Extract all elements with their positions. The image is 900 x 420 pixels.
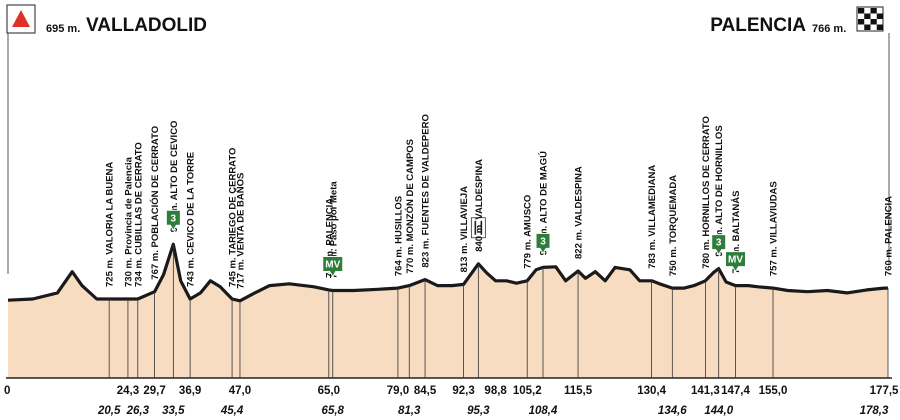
waypoint-label: 840 m. VALDESPINA — [474, 159, 485, 252]
km-label-top: 65,0 — [318, 385, 340, 397]
km-label-bottom: 45,4 — [220, 405, 244, 417]
waypoint-label: 764 m. HUSILLOS — [393, 196, 404, 276]
km-label-top: 47,0 — [229, 385, 251, 397]
km-label-top: 115,5 — [564, 385, 593, 397]
feed-zone-icon — [470, 217, 486, 239]
start-altitude: 695 m. — [46, 23, 80, 35]
km-label-bottom: 134,6 — [658, 405, 687, 417]
waypoint-label: 822 m. VALDESPINA — [574, 166, 585, 259]
finish-header: PALENCIA 766 m. — [710, 6, 884, 36]
profile-line — [7, 242, 888, 303]
waypoint-label: 783 m. VILLAMEDIANA — [647, 165, 658, 269]
km-label-bottom: 26,3 — [126, 405, 150, 417]
km-label-top: 177,5 — [870, 385, 899, 397]
badge-label: 3 — [171, 213, 177, 224]
waypoint-label: 900 m. ALTO DE HORNILLOS — [714, 125, 725, 256]
waypoint-label: 760 m. PALENCIA — [324, 198, 335, 278]
climb-badges: 3 MV 3 3 MV — [165, 209, 746, 278]
badge-label: MV — [325, 259, 340, 270]
km-label-top: 147,4 — [721, 385, 750, 397]
km-label-top: 36,9 — [179, 385, 201, 397]
waypoint-label: 775 m. BALTANÁS — [731, 191, 742, 274]
waypoint-label: 900 m. ALTO DE MAGÚ — [538, 151, 550, 255]
km-label-bottom: 95,3 — [467, 405, 490, 417]
waypoint-label: 779 m. AMUSCO — [523, 195, 534, 269]
profile-area — [6, 242, 892, 379]
km-label-bottom: 65,8 — [322, 405, 345, 417]
waypoint-lines — [108, 217, 889, 378]
climb-badge: MV — [322, 255, 344, 278]
km-label-top: 105,2 — [513, 385, 542, 397]
waypoint-label: 823 m. FUENTES DE VALDEPERO — [421, 114, 432, 267]
waypoint-label: 767 m. POBLACIÓN DE CERRATO — [149, 126, 161, 280]
waypoint-label: 980 m. ALTO DE CEVICO — [169, 121, 180, 233]
km-labels-top: 0 24,3 29,7 36,9 47,0 65,0 79,0 84,5 92,3 98,8 105… — [4, 385, 899, 397]
km-label-top: 155,0 — [759, 385, 788, 397]
finish-city: PALENCIA — [710, 15, 806, 36]
km-label-top: 84,5 — [414, 385, 437, 397]
waypoint-label: 757 m. VILLAVIUDAS — [769, 181, 780, 276]
climb-badge: 3 — [165, 209, 181, 232]
km-labels-bottom: 20,5 26,3 33,5 45,4 65,8 81,3 95,3 108,4 134,6 14… — [97, 405, 889, 417]
waypoint-label: 725 m. VALORIA LA BUENA — [105, 162, 116, 287]
badge-label: MV — [728, 255, 743, 266]
km-label-bottom: 20,5 — [97, 405, 121, 417]
climb-badge: 3 — [535, 232, 551, 255]
waypoint-label: 717 m. VENTA DE BAÑOS — [236, 173, 247, 289]
waypoint-label: 813 m. VILLAVIEJA — [459, 186, 470, 273]
waypoint-label: 734 m. CUBILLAS DE CERRATO — [133, 142, 144, 287]
finish-altitude: 766 m. — [812, 23, 846, 35]
km-label-bottom: 33,5 — [162, 405, 185, 417]
climb-badge: MV — [724, 251, 746, 273]
profile-fill — [8, 244, 888, 378]
km-label-bottom: 108,4 — [529, 405, 558, 417]
km-label-bottom: 144,0 — [704, 405, 733, 417]
badge-label: 3 — [540, 236, 546, 247]
km-label-top: 130,4 — [637, 385, 666, 397]
km-label-bottom: 81,3 — [398, 405, 421, 417]
waypoint-label: 743 m. CEVICO DE LA TORRE — [186, 152, 197, 287]
km-label-top: 24,3 — [117, 385, 139, 397]
start-header: 695 m. VALLADOLID — [6, 4, 207, 36]
waypoint-label: 760 m. PALENCIA — [884, 196, 895, 276]
waypoint-label: 770 m. MONZÓN DE CAMPOS — [404, 139, 416, 274]
badge-label: 3 — [716, 238, 722, 249]
waypoint-label: 745 m. TARIEGO DE CERRATO — [228, 148, 239, 287]
km-label-top: 98,8 — [484, 385, 507, 397]
km-label-top: 0 — [4, 385, 10, 397]
start-city: VALLADOLID — [86, 15, 207, 36]
waypoint-label: 730 m. Provincia de Palencia — [123, 156, 134, 287]
km-label-top: 79,0 — [387, 385, 409, 397]
waypoint-labels: 725 m. VALORIA LA BUENA 730 m. Provincia … — [105, 114, 895, 289]
km-label-bottom: 178,3 — [860, 405, 889, 417]
climb-badge: 3 — [711, 234, 727, 256]
km-label-top: 92,3 — [452, 385, 474, 397]
waypoint-label: 766 m. Paso por Meta — [328, 181, 339, 279]
km-label-top: 29,7 — [143, 385, 165, 397]
start-triangle-icon — [12, 10, 30, 27]
waypoint-label: 750 m. TORQUEMADA — [668, 175, 679, 276]
waypoint-label: 780 m. HORNILLOS DE CERRATO — [701, 116, 712, 269]
finish-flag-icon — [856, 6, 884, 32]
km-label-top: 141,3 — [691, 385, 720, 397]
